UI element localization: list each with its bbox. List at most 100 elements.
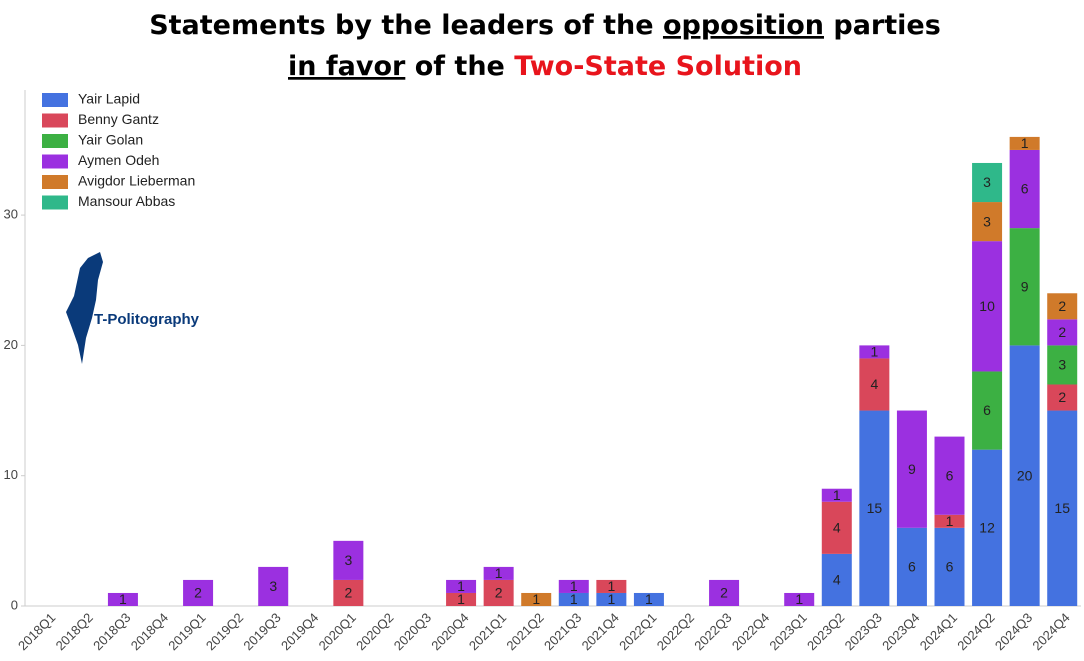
bar-segment bbox=[821, 488, 852, 502]
bar-segment bbox=[1047, 384, 1078, 411]
data-label: 12 bbox=[979, 520, 995, 536]
bar-segment bbox=[1047, 345, 1078, 385]
data-label: 1 bbox=[607, 578, 615, 594]
bar-segment bbox=[896, 527, 927, 606]
data-label: 3 bbox=[983, 174, 991, 190]
legend-label: Avigdor Lieberman bbox=[78, 173, 195, 189]
y-tick-label: 0 bbox=[11, 597, 18, 612]
data-label: 1 bbox=[570, 578, 578, 594]
x-tick-label: 2019Q1 bbox=[165, 610, 208, 653]
x-tick-label: 2022Q3 bbox=[691, 610, 734, 653]
title-text: Statements by the leaders of the bbox=[149, 10, 663, 41]
bar-segment bbox=[821, 501, 852, 554]
data-label: 1 bbox=[946, 513, 954, 529]
legend-swatch bbox=[42, 134, 68, 148]
logo: T-Politography bbox=[66, 252, 200, 364]
bar-segment bbox=[333, 579, 364, 606]
bar-segment bbox=[1009, 136, 1040, 150]
bar-segment bbox=[596, 579, 627, 593]
title-text: opposition bbox=[663, 10, 824, 41]
legend-label: Yair Golan bbox=[78, 132, 143, 148]
chart-title: in favor of the Two-State Solution bbox=[288, 51, 802, 82]
bar-segment bbox=[934, 436, 965, 515]
bar-segment bbox=[183, 579, 214, 606]
x-tick-label: 2023Q4 bbox=[879, 610, 922, 653]
data-label: 1 bbox=[532, 591, 540, 607]
x-tick-label: 2019Q4 bbox=[278, 610, 321, 653]
y-tick-label: 20 bbox=[4, 337, 18, 352]
bar-segment bbox=[1009, 345, 1040, 606]
data-label: 6 bbox=[908, 559, 916, 575]
bar-segment bbox=[934, 514, 965, 528]
x-tick-label: 2023Q2 bbox=[804, 610, 847, 653]
bar-segment bbox=[972, 162, 1003, 203]
x-tick-label: 2020Q3 bbox=[391, 610, 434, 653]
legend-swatch bbox=[42, 93, 68, 107]
title-text: of the bbox=[405, 51, 514, 82]
data-label: 1 bbox=[645, 591, 653, 607]
bar-segment bbox=[483, 579, 514, 606]
data-label: 20 bbox=[1017, 467, 1033, 483]
x-tick-label: 2024Q3 bbox=[992, 610, 1035, 653]
data-label: 6 bbox=[946, 467, 954, 483]
bar-segment bbox=[633, 592, 664, 606]
data-label: 2 bbox=[344, 585, 352, 601]
x-tick-label: 2021Q1 bbox=[466, 610, 509, 653]
bar-segment bbox=[446, 592, 477, 606]
x-tick-label: 2019Q2 bbox=[203, 610, 246, 653]
title-text: parties bbox=[824, 10, 941, 41]
x-tick-label: 2018Q3 bbox=[90, 610, 133, 653]
x-tick-label: 2023Q3 bbox=[842, 610, 885, 653]
x-tick-label: 2023Q1 bbox=[766, 610, 809, 653]
x-tick-label: 2021Q3 bbox=[541, 610, 584, 653]
bar-segment bbox=[558, 592, 589, 606]
bar-segment bbox=[107, 592, 138, 606]
data-label: 15 bbox=[1054, 500, 1070, 516]
x-tick-label: 2024Q1 bbox=[917, 610, 960, 653]
data-label: 15 bbox=[867, 500, 883, 516]
x-tick-label: 2020Q4 bbox=[428, 610, 471, 653]
data-label: 2 bbox=[720, 585, 728, 601]
data-label: 4 bbox=[833, 520, 841, 536]
data-label: 1 bbox=[570, 591, 578, 607]
data-label: 1 bbox=[833, 487, 841, 503]
data-label: 1 bbox=[1021, 135, 1029, 151]
title-text: in favor bbox=[288, 51, 406, 82]
bar-segment bbox=[258, 566, 289, 606]
bar-segment bbox=[558, 579, 589, 593]
x-tick-label: 2024Q4 bbox=[1029, 610, 1072, 653]
data-label: 3 bbox=[344, 552, 352, 568]
bar-segment bbox=[972, 371, 1003, 450]
x-tick-label: 2024Q2 bbox=[954, 610, 997, 653]
x-tick-label: 2020Q1 bbox=[316, 610, 359, 653]
logo-map bbox=[66, 252, 103, 364]
data-label: 3 bbox=[983, 213, 991, 229]
bar-segment bbox=[709, 579, 740, 606]
bar-segment bbox=[333, 540, 364, 580]
data-label: 1 bbox=[607, 591, 615, 607]
data-label: 6 bbox=[946, 559, 954, 575]
bar-segment bbox=[859, 345, 890, 359]
data-label: 3 bbox=[269, 578, 277, 594]
bar-segment bbox=[896, 410, 927, 528]
chart-title: Statements by the leaders of the opposit… bbox=[149, 10, 941, 41]
data-label: 1 bbox=[119, 591, 127, 607]
data-label: 1 bbox=[795, 591, 803, 607]
y-tick-label: 10 bbox=[4, 467, 18, 482]
x-tick-label: 2019Q3 bbox=[240, 610, 283, 653]
legend-label: Benny Gantz bbox=[78, 111, 159, 127]
x-tick-label: 2022Q4 bbox=[729, 610, 772, 653]
data-label: 6 bbox=[983, 402, 991, 418]
x-tick-label: 2020Q2 bbox=[353, 610, 396, 653]
data-label: 2 bbox=[1058, 298, 1066, 314]
x-tick-label: 2021Q2 bbox=[503, 610, 546, 653]
logo-text: T-Politography bbox=[94, 311, 200, 328]
bar-segment bbox=[483, 566, 514, 580]
bar-segment bbox=[972, 202, 1003, 242]
data-label: 3 bbox=[1058, 357, 1066, 373]
bar-segment bbox=[1009, 149, 1040, 229]
x-tick-label: 2018Q4 bbox=[128, 610, 171, 653]
bar-segment bbox=[1009, 228, 1040, 346]
x-tick-label: 2022Q2 bbox=[654, 610, 697, 653]
